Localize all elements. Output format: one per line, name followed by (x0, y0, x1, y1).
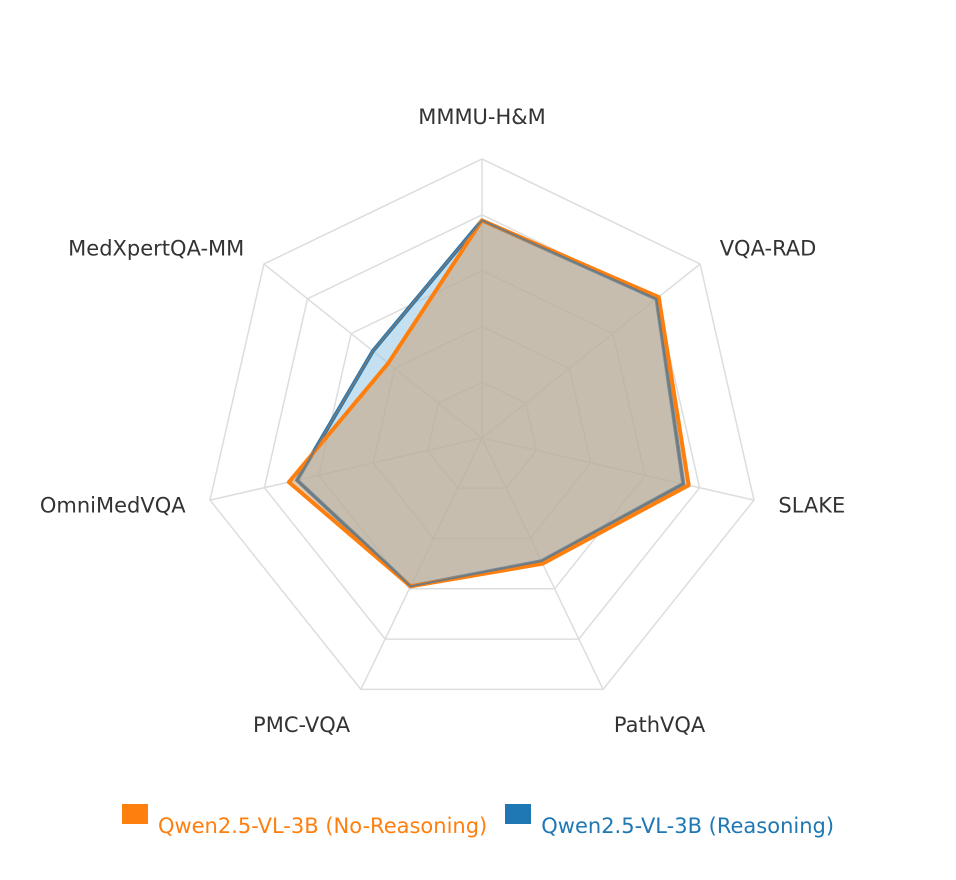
legend-label-reasoning: Qwen2.5-VL-3B (Reasoning) (541, 814, 835, 838)
legend-item-reasoning[interactable]: Qwen2.5-VL-3B (Reasoning) (505, 800, 834, 838)
axis-label-vqa-rad: VQA-RAD (720, 237, 817, 261)
grid-ring-5 (209, 158, 755, 691)
legend-item-no-reasoning[interactable]: Qwen2.5-VL-3B (No-Reasoning) (121, 800, 488, 838)
axis-label-omnimedvqa: OmniMedVQA (40, 494, 186, 518)
legend-swatch-reasoning (505, 804, 532, 824)
axis-label-pathvqa: PathVQA (614, 713, 706, 737)
axis-label-slake: SLAKE (778, 494, 845, 518)
axis-label-mmmu-h-m: MMMU-H&M (418, 105, 546, 129)
radar-series (286, 218, 691, 589)
series-area-qwen2-5-vl-3b-no-reasoning (286, 218, 691, 589)
legend: Qwen2.5-VL-3B (No-Reasoning) Qwen2.5-VL-… (0, 800, 956, 838)
axis-label-pmc-vqa: PMC-VQA (253, 713, 351, 737)
axis-labels: MMMU-H&M VQA-RAD SLAKE PathVQA PMC-VQA OmniMe… (40, 105, 845, 737)
legend-label-no-reasoning: Qwen2.5-VL-3B (No-Reasoning) (157, 814, 488, 838)
axis-label-medxpertqa-mm: MedXpertQA-MM (68, 237, 244, 261)
legend-swatch-no-reasoning (121, 804, 148, 824)
series-outline-qwen2-5-vl-3b-reasoning (296, 219, 685, 588)
